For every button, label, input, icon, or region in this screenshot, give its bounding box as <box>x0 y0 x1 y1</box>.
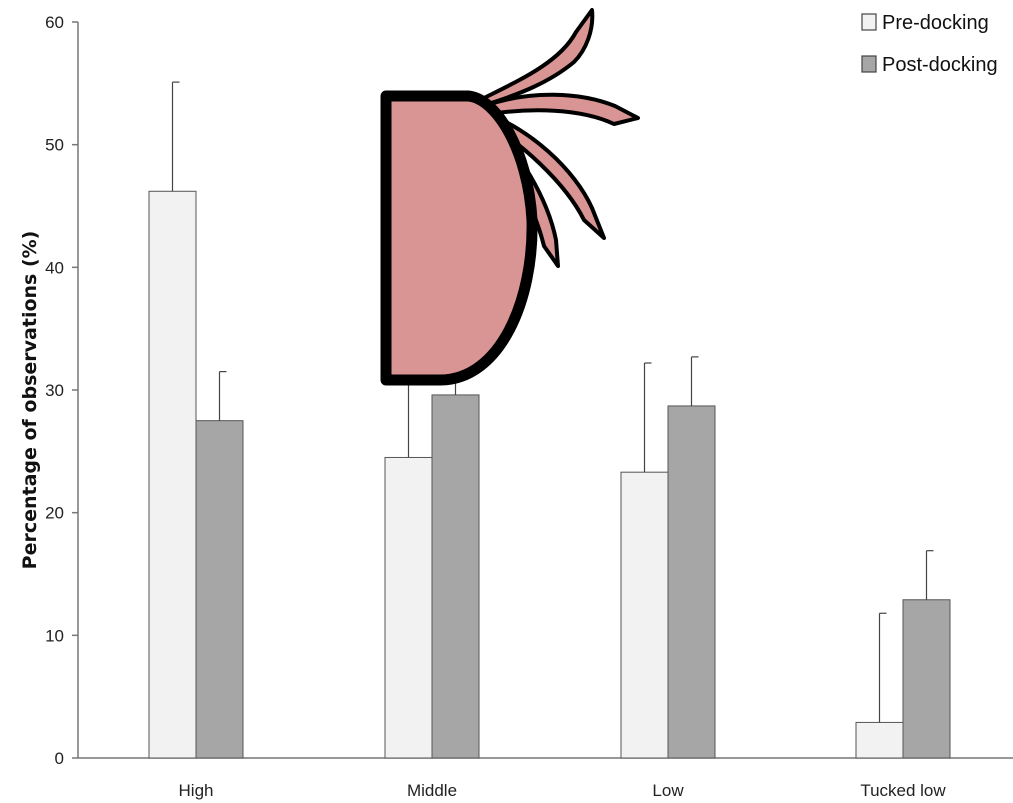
legend-label: Pre-docking <box>882 12 989 34</box>
bar-pre-docking-high <box>148 190 197 759</box>
bar-post-docking-low <box>667 405 716 759</box>
y-tick-label: 30 <box>45 381 64 400</box>
legend-swatch <box>861 55 877 73</box>
x-tick-label: Middle <box>407 781 457 800</box>
bar-pre-docking-tucked-low <box>855 721 904 759</box>
labels: 0 10 20 30 40 50 60 Percentage of observations … <box>19 13 946 800</box>
y-tick-label: 60 <box>45 13 64 32</box>
x-tick-label: Low <box>652 781 684 800</box>
x-tick-label: High <box>179 781 214 800</box>
bar-post-docking-middle <box>431 394 480 759</box>
y-tick-label: 10 <box>45 626 64 645</box>
bars <box>148 81 951 759</box>
pig-ear-illustration-icon <box>380 8 640 386</box>
bar-pre-docking-low <box>620 471 669 759</box>
y-tick-label: 0 <box>55 749 64 768</box>
legend-swatch <box>861 13 877 31</box>
bar-pre-docking-middle <box>384 456 433 759</box>
legend: Pre-docking Post-docking <box>861 12 998 76</box>
y-axis-label: Percentage of observations (%) <box>19 231 41 570</box>
y-tick-label: 50 <box>45 136 64 155</box>
legend-label: Post-docking <box>882 54 998 76</box>
ear-strand-2 <box>482 92 640 126</box>
x-tick-label: Tucked low <box>860 781 946 800</box>
bar-post-docking-high <box>195 420 244 759</box>
bar-post-docking-tucked-low <box>902 599 951 759</box>
ear-body <box>380 90 538 386</box>
ear-strand-1 <box>482 8 595 106</box>
y-tick-label: 20 <box>45 504 64 523</box>
y-tick-label: 40 <box>45 258 64 277</box>
